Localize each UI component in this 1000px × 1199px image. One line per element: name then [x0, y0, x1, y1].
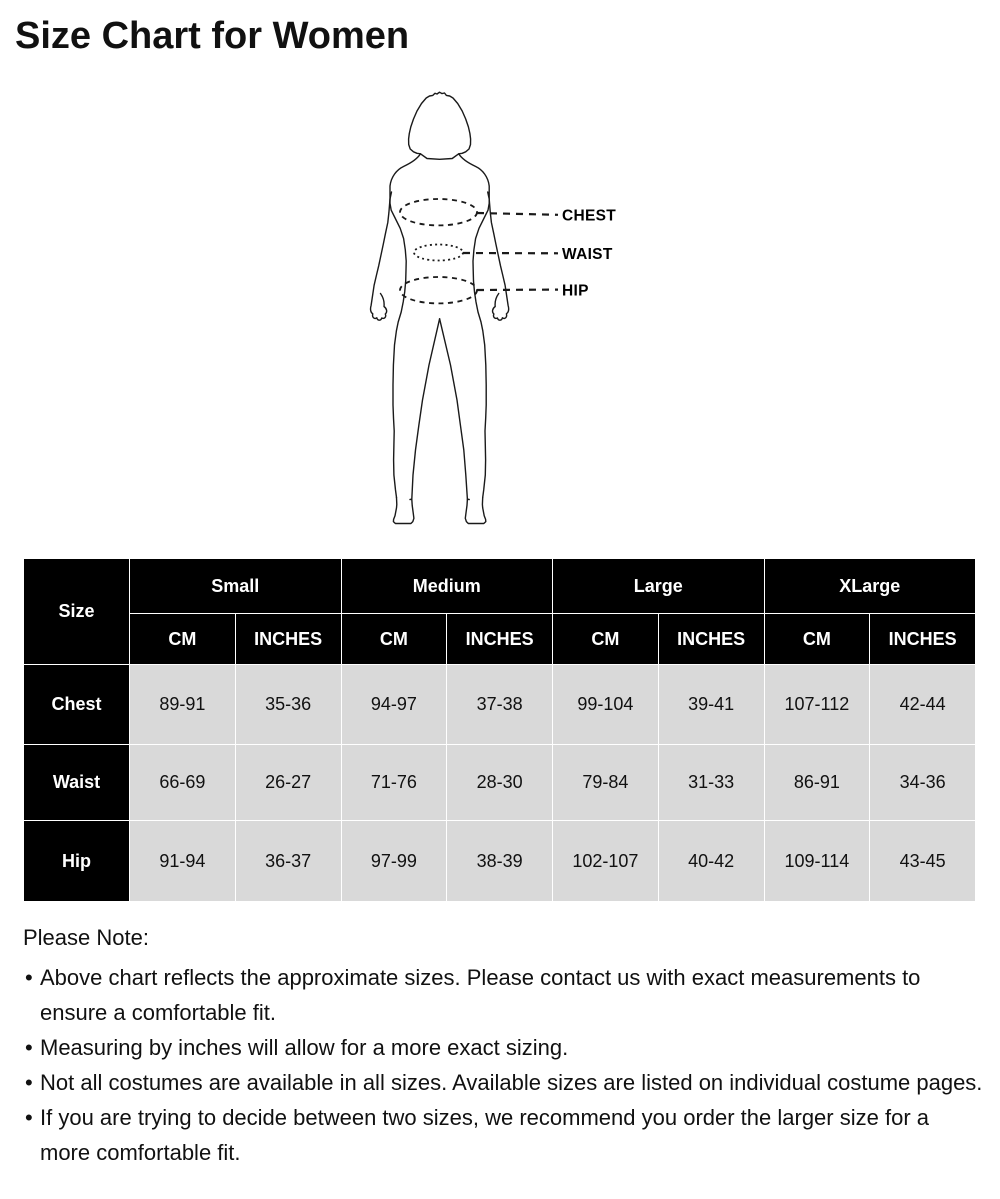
svg-text:WAIST: WAIST	[562, 246, 613, 263]
svg-text:HIP: HIP	[562, 283, 589, 300]
svg-text:CHEST: CHEST	[562, 208, 616, 225]
